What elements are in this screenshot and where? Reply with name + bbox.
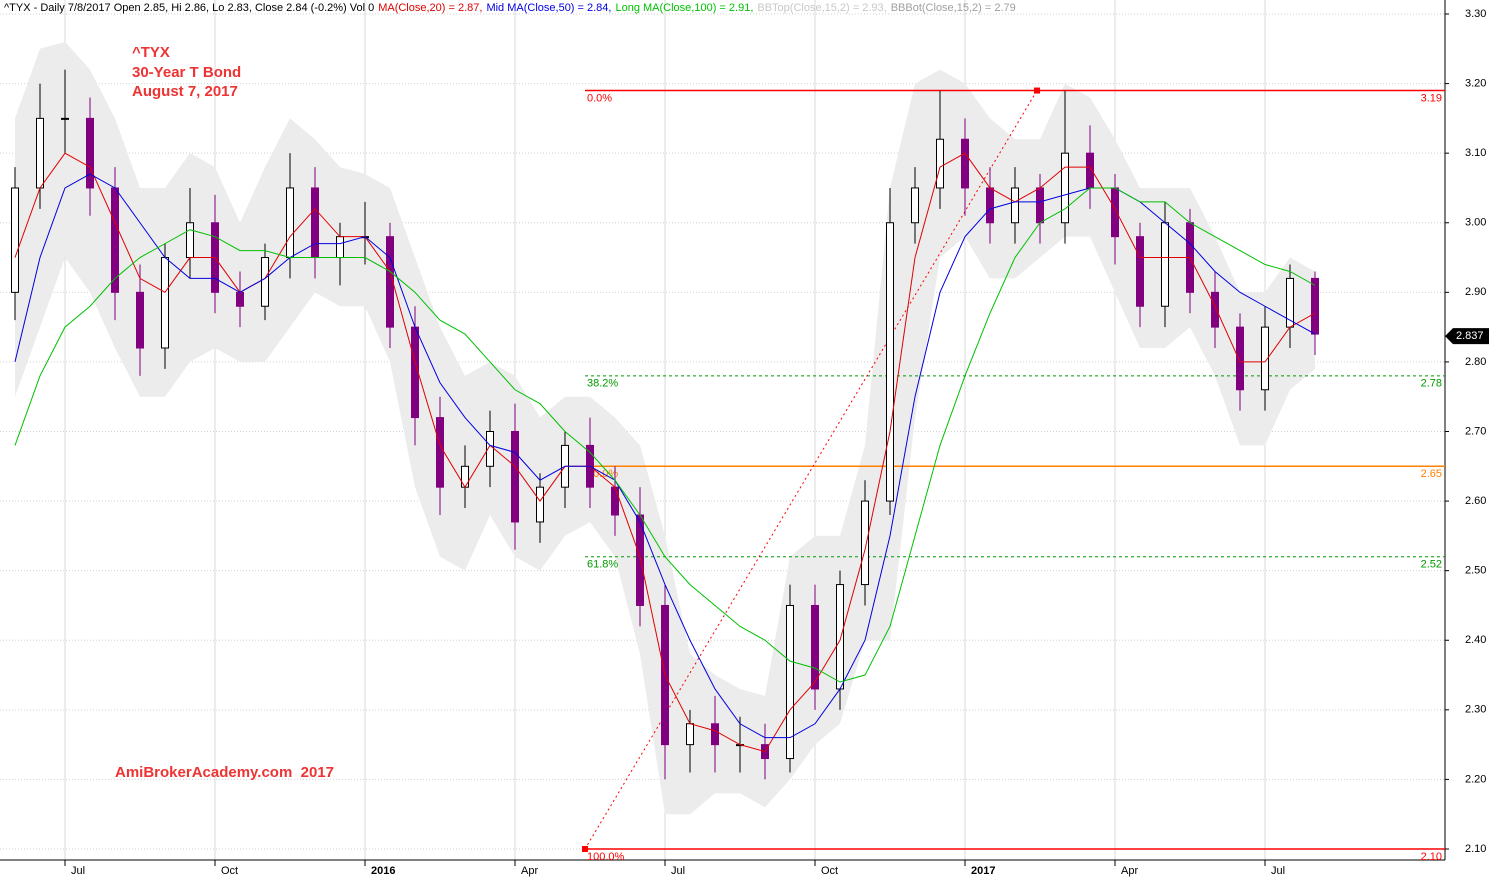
last-price-label: 2.837 [1456, 330, 1484, 342]
moving-average-line [14, 152, 1316, 753]
moving-average-line [14, 187, 1316, 683]
x-tick-label: 2016 [371, 865, 395, 877]
fib-value: 3.19 [1421, 92, 1442, 104]
header-item: MA(Close,20) = 2.87, [378, 2, 482, 14]
candle-body [161, 257, 169, 349]
candle-body [411, 326, 419, 419]
x-tick-label: 2017 [971, 865, 995, 877]
candle-body [786, 604, 794, 760]
fib-label: 38.2% [587, 378, 618, 390]
x-tick-label: Oct [221, 865, 238, 877]
annotation: ^TYX [132, 44, 170, 61]
candle-body [911, 187, 919, 224]
candle-body [336, 236, 344, 259]
fib-anchor [582, 846, 588, 852]
candle-body [611, 486, 619, 516]
fib-label: 61.8% [587, 559, 618, 571]
header-item: Mid MA(Close,50) = 2.84, [486, 2, 611, 14]
fib-label: 100.0% [587, 851, 625, 863]
candle-body [1161, 222, 1169, 307]
candle-body [1261, 326, 1269, 391]
y-tick-label: 2.10 [1465, 843, 1486, 855]
candle-body [311, 187, 319, 259]
annotation: 30-Year T Bond [132, 64, 241, 81]
x-tick-label: Apr [1121, 865, 1138, 877]
candle-body [711, 723, 719, 746]
candle-body [186, 222, 194, 259]
last-price-tag [1445, 328, 1489, 345]
x-tick-label: Oct [821, 865, 838, 877]
header-item: Long MA(Close,100) = 2.91, [615, 2, 753, 14]
candle-body [836, 584, 844, 690]
candle-body [436, 417, 444, 488]
candle-body [61, 117, 69, 120]
candle-body [1311, 277, 1319, 335]
candle-body [1211, 291, 1219, 328]
candle-body [811, 604, 819, 690]
candle-body [861, 500, 869, 586]
candle-body [1061, 152, 1069, 224]
candle-body [86, 117, 94, 189]
candle-body [286, 187, 294, 259]
candle-body [36, 117, 44, 189]
fib-value: 2.65 [1421, 468, 1442, 480]
watermark: AmiBrokerAcademy.com 2017 [115, 764, 334, 781]
x-tick-label: Jul [671, 865, 685, 877]
fib-value: 2.78 [1421, 378, 1442, 390]
header-item: BBTop(Close,15,2) = 2.93, [757, 2, 886, 14]
candle-body [236, 291, 244, 307]
y-tick-label: 2.70 [1465, 425, 1486, 437]
candle-body [11, 187, 19, 293]
x-tick-label: Apr [521, 865, 538, 877]
candle-body [961, 138, 969, 189]
candle-body [1111, 187, 1119, 238]
x-tick-label: Jul [1271, 865, 1285, 877]
y-tick-label: 2.40 [1465, 634, 1486, 646]
y-tick-label: 2.60 [1465, 495, 1486, 507]
y-tick-label: 2.90 [1465, 286, 1486, 298]
y-tick-label: 3.00 [1465, 217, 1486, 229]
fib-trend-line [584, 90, 1038, 850]
candle-body [536, 486, 544, 523]
fib-value: 2.10 [1421, 851, 1442, 863]
header-item: BBBot(Close,15,2) = 2.79 [891, 2, 1016, 14]
y-tick-label: 3.30 [1465, 8, 1486, 20]
y-tick-label: 2.50 [1465, 565, 1486, 577]
annotation: August 7, 2017 [132, 83, 238, 100]
candle-body [1036, 187, 1044, 224]
candle-body [386, 236, 394, 328]
fib-value: 2.52 [1421, 559, 1442, 571]
candle-body [886, 222, 894, 502]
candle-body [1236, 326, 1244, 391]
y-tick-label: 2.20 [1465, 773, 1486, 785]
candle-body [136, 291, 144, 349]
candle-body [936, 138, 944, 189]
candle-body [986, 187, 994, 224]
x-tick-label: Jul [71, 865, 85, 877]
candle-body [261, 257, 269, 307]
chart-header: ^TYX - Daily 7/8/2017 Open 2.85, Hi 2.86… [4, 2, 1016, 14]
fib-anchor [1034, 87, 1040, 94]
fib-label: 0.0% [587, 92, 612, 104]
candle-body [511, 431, 519, 523]
y-tick-label: 3.10 [1465, 147, 1486, 159]
candle-body [686, 723, 694, 746]
header-item: ^TYX - Daily 7/8/2017 Open 2.85, Hi 2.86… [4, 2, 374, 14]
y-tick-label: 2.80 [1465, 356, 1486, 368]
candle-body [1136, 236, 1144, 307]
candle-body [1011, 187, 1019, 224]
y-tick-label: 2.30 [1465, 704, 1486, 716]
y-tick-label: 3.20 [1465, 77, 1486, 89]
